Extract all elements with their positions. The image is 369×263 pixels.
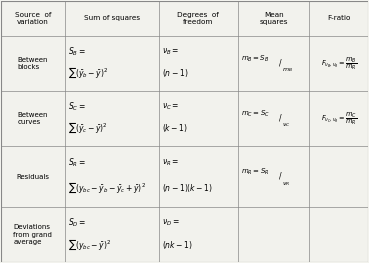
Text: $m_B = S_B$: $m_B = S_B$ xyxy=(241,54,269,64)
Text: $S_R =$: $S_R =$ xyxy=(68,157,86,169)
Text: $F_{\nu_C,\nu_R} = \dfrac{m_C}{m_R}$: $F_{\nu_C,\nu_R} = \dfrac{m_C}{m_R}$ xyxy=(321,110,357,127)
Text: Between
blocks: Between blocks xyxy=(18,57,48,70)
Text: $\nu_R$: $\nu_R$ xyxy=(282,180,290,188)
Text: Degrees  of
freedom: Degrees of freedom xyxy=(177,12,219,25)
Text: $m_C = S_C$: $m_C = S_C$ xyxy=(241,109,270,119)
Text: $\sum(\bar{y}_b - \bar{y})^2$: $\sum(\bar{y}_b - \bar{y})^2$ xyxy=(68,66,108,80)
Text: $\nu_D =$: $\nu_D =$ xyxy=(162,218,179,228)
Text: $S_C =$: $S_C =$ xyxy=(68,100,86,113)
Text: $(k-1)$: $(k-1)$ xyxy=(162,122,188,134)
Text: $\nu_C$: $\nu_C$ xyxy=(282,121,291,129)
Text: $\nu_R =$: $\nu_R =$ xyxy=(162,158,179,168)
Text: Sum of squares: Sum of squares xyxy=(84,15,140,21)
Text: $m_B$: $m_B$ xyxy=(282,66,293,74)
Text: $/$: $/$ xyxy=(278,170,283,181)
Text: Deviations
from grand
average: Deviations from grand average xyxy=(13,224,52,245)
Text: Mean
squares: Mean squares xyxy=(259,12,288,25)
Text: $\sum(y_{bc} - \bar{y})^2$: $\sum(y_{bc} - \bar{y})^2$ xyxy=(68,238,111,252)
Text: $\sum(\bar{y}_c - \bar{y})^2$: $\sum(\bar{y}_c - \bar{y})^2$ xyxy=(68,121,108,135)
Text: Between
curves: Between curves xyxy=(18,112,48,125)
Text: $S_B =$: $S_B =$ xyxy=(68,45,86,58)
Text: Source  of
variation: Source of variation xyxy=(15,12,51,25)
Text: $S_D =$: $S_D =$ xyxy=(68,216,86,229)
Text: $(n-1)(k-1)$: $(n-1)(k-1)$ xyxy=(162,182,213,194)
Text: Residuals: Residuals xyxy=(16,174,49,180)
Text: $\nu_C =$: $\nu_C =$ xyxy=(162,101,179,112)
Text: $(nk-1)$: $(nk-1)$ xyxy=(162,239,193,251)
Text: F-ratio: F-ratio xyxy=(327,15,351,21)
Text: $\nu_B =$: $\nu_B =$ xyxy=(162,46,179,57)
Text: $/$: $/$ xyxy=(278,112,283,123)
Text: $m_R = S_R$: $m_R = S_R$ xyxy=(241,166,269,177)
Text: $F_{\nu_B,\nu_R} = \dfrac{m_B}{m_R}$: $F_{\nu_B,\nu_R} = \dfrac{m_B}{m_R}$ xyxy=(321,55,357,72)
Text: $/$: $/$ xyxy=(278,57,283,68)
Text: $\sum(y_{bc} - \bar{y}_b - \bar{y}_c + \bar{y})^2$: $\sum(y_{bc} - \bar{y}_b - \bar{y}_c + \… xyxy=(68,181,146,195)
Text: $(n-1)$: $(n-1)$ xyxy=(162,67,188,79)
